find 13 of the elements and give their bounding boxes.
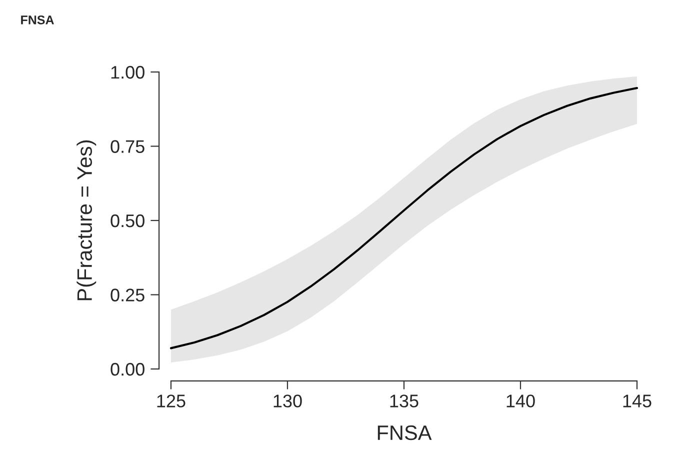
y-tick-label: 1.00 <box>111 66 144 79</box>
x-tick-label: 125 <box>157 394 186 408</box>
x-tick-label: 135 <box>390 394 418 408</box>
text: FNSA <box>21 15 54 24</box>
y-tick-label: 0.25 <box>110 288 144 302</box>
x-tick-label: 145 <box>623 394 652 408</box>
y-tick-label: 0.00 <box>110 362 144 376</box>
x-tick-label: 130 <box>274 394 302 408</box>
x-tick-label: 140 <box>506 394 535 408</box>
y-tick-label: 0.50 <box>110 214 144 228</box>
y-tick-label: 0.75 <box>110 140 144 153</box>
y-axis-title: P(Fracture = Yes) <box>76 140 96 300</box>
x-axis-title: FNSA <box>378 425 432 440</box>
